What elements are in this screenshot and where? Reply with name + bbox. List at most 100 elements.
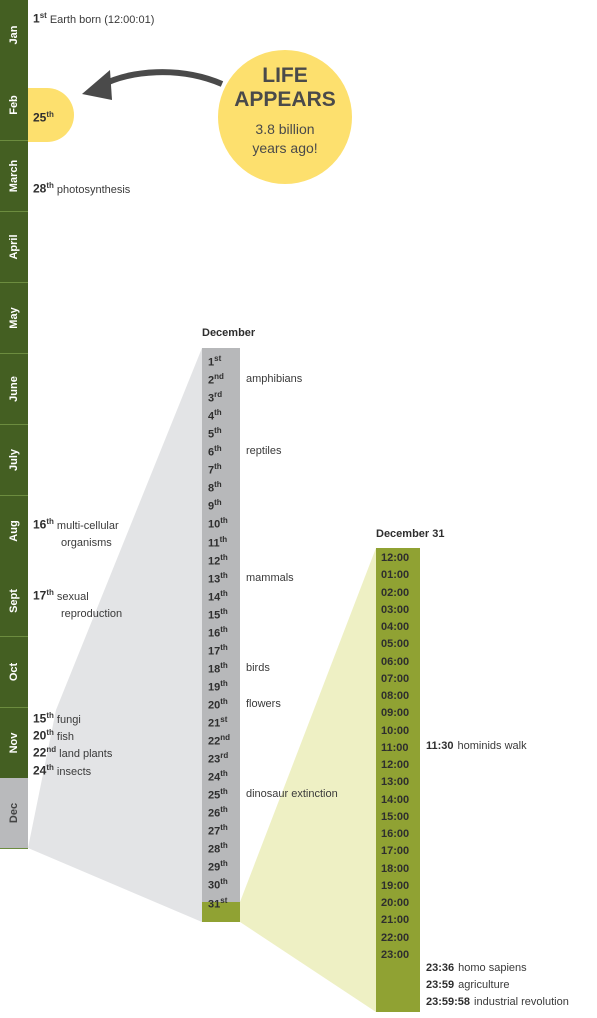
december-day: 20th bbox=[208, 696, 228, 712]
december-day: 23rd bbox=[208, 750, 228, 766]
december-day: 18th bbox=[208, 660, 228, 676]
day-suffix: th bbox=[220, 823, 228, 833]
hour-label: 17:00 bbox=[381, 845, 410, 858]
day-suffix: th bbox=[214, 498, 222, 508]
day-number: 18 bbox=[208, 663, 221, 676]
day-number: 2 bbox=[208, 374, 215, 387]
event-text: hominids walk bbox=[457, 740, 527, 752]
day-suffix: st bbox=[214, 354, 222, 363]
event-time: 11:30 bbox=[426, 740, 454, 752]
life-line2: APPEARS bbox=[234, 88, 336, 111]
event-time: 23:59:58 bbox=[426, 996, 471, 1008]
hour-label: 18:00 bbox=[381, 862, 410, 875]
month-label: June bbox=[8, 376, 20, 402]
december31-event: 23:59 agriculture bbox=[426, 979, 510, 991]
event-day-suffix: th bbox=[46, 181, 54, 190]
day-suffix: th bbox=[220, 588, 228, 598]
event-text: sexual bbox=[56, 590, 89, 603]
day-number: 19 bbox=[208, 681, 221, 694]
event-day: 24 bbox=[33, 763, 47, 778]
event-day-suffix: th bbox=[46, 711, 54, 720]
hour-label: 07:00 bbox=[381, 672, 410, 685]
month-july: July bbox=[0, 425, 28, 496]
day-suffix: th bbox=[214, 408, 222, 418]
life-line4: years ago! bbox=[252, 140, 318, 156]
month-june: June bbox=[0, 354, 28, 425]
year-event: 24th insects bbox=[33, 761, 91, 779]
month-label: Feb bbox=[8, 95, 20, 115]
december31-event: 23:59:58 industrial revolution bbox=[426, 996, 569, 1008]
month-jan: Jan bbox=[0, 0, 28, 71]
day-number: 7 bbox=[208, 464, 215, 477]
december-day: 5th bbox=[208, 425, 222, 441]
day-number: 23 bbox=[208, 753, 221, 766]
december-day: 31st bbox=[208, 895, 227, 911]
month-label: Nov bbox=[8, 732, 20, 754]
year-event: 17th sexual reproduction bbox=[33, 586, 122, 621]
life-marker-circle bbox=[28, 88, 74, 142]
december-day: 25th bbox=[208, 786, 228, 802]
day-suffix: rd bbox=[214, 390, 223, 400]
event-day: 15 bbox=[33, 711, 47, 726]
event-day-suffix: th bbox=[46, 517, 54, 526]
hour-label: 13:00 bbox=[381, 776, 410, 789]
day-suffix: th bbox=[220, 624, 228, 634]
day-number: 20 bbox=[208, 699, 221, 712]
event-time: 23:36 bbox=[426, 962, 455, 974]
december31-event: 23:36 homo sapiens bbox=[426, 962, 527, 974]
day-suffix: th bbox=[220, 805, 228, 815]
day-suffix: th bbox=[219, 534, 228, 544]
month-aug: Aug bbox=[0, 496, 28, 567]
day-number: 1 bbox=[208, 356, 215, 369]
month-label: Sept bbox=[8, 589, 20, 613]
event-day-suffix: th bbox=[46, 728, 54, 737]
hour-label: 19:00 bbox=[381, 879, 410, 892]
december-event: birds bbox=[246, 661, 270, 674]
december-day: 11th bbox=[208, 534, 227, 550]
event-day: 16 bbox=[33, 517, 47, 532]
december-day: 2nd bbox=[208, 371, 224, 387]
day-number: 14 bbox=[208, 591, 221, 604]
event-text: homo sapiens bbox=[458, 962, 527, 974]
day-suffix: rd bbox=[220, 751, 229, 761]
december-day: 27th bbox=[208, 822, 228, 838]
hour-label: 04:00 bbox=[381, 621, 410, 633]
event-text: industrial revolution bbox=[474, 996, 569, 1008]
december-day: 30th bbox=[208, 876, 228, 892]
day-number: 4 bbox=[208, 410, 215, 423]
day-suffix: st bbox=[220, 895, 228, 905]
life-subtitle: 3.8 billion years ago! bbox=[218, 120, 352, 158]
event-day: 22 bbox=[33, 745, 47, 760]
month-oct: Oct bbox=[0, 637, 28, 708]
life-appears-circle bbox=[218, 50, 352, 184]
day-number: 22 bbox=[208, 735, 221, 748]
december-day: 17th bbox=[208, 642, 228, 658]
hour-label: 09:00 bbox=[381, 707, 410, 720]
hour-label: 22:00 bbox=[381, 931, 410, 944]
month-may: May bbox=[0, 283, 28, 354]
day-suffix: th bbox=[220, 606, 228, 616]
month-april: April bbox=[0, 212, 28, 283]
day-suffix: th bbox=[220, 859, 228, 869]
day-number: 8 bbox=[208, 483, 215, 495]
day-suffix: th bbox=[220, 642, 228, 652]
december-event: dinosaur extinction bbox=[246, 788, 338, 801]
day-number: 11 bbox=[208, 537, 220, 550]
day-number: 3 bbox=[208, 392, 215, 405]
hour-label: 08:00 bbox=[381, 690, 410, 702]
day-number: 27 bbox=[208, 825, 221, 838]
pointer-arrowhead bbox=[82, 70, 112, 100]
day-suffix: th bbox=[220, 516, 228, 526]
hour-label: 14:00 bbox=[381, 793, 410, 806]
december31-event: 11:30 hominids walk bbox=[426, 740, 527, 752]
year-event: 25th bbox=[33, 108, 57, 126]
december-event: mammals bbox=[246, 571, 294, 584]
month-nov: Nov bbox=[0, 708, 28, 779]
hour-label: 02:00 bbox=[381, 586, 410, 599]
day-suffix: th bbox=[214, 462, 222, 472]
december-day: 15th bbox=[208, 606, 228, 622]
december-day: 21st bbox=[208, 714, 227, 730]
month-label: March bbox=[8, 159, 20, 193]
december-day: 26th bbox=[208, 804, 228, 820]
month-label: Oct bbox=[8, 662, 20, 682]
